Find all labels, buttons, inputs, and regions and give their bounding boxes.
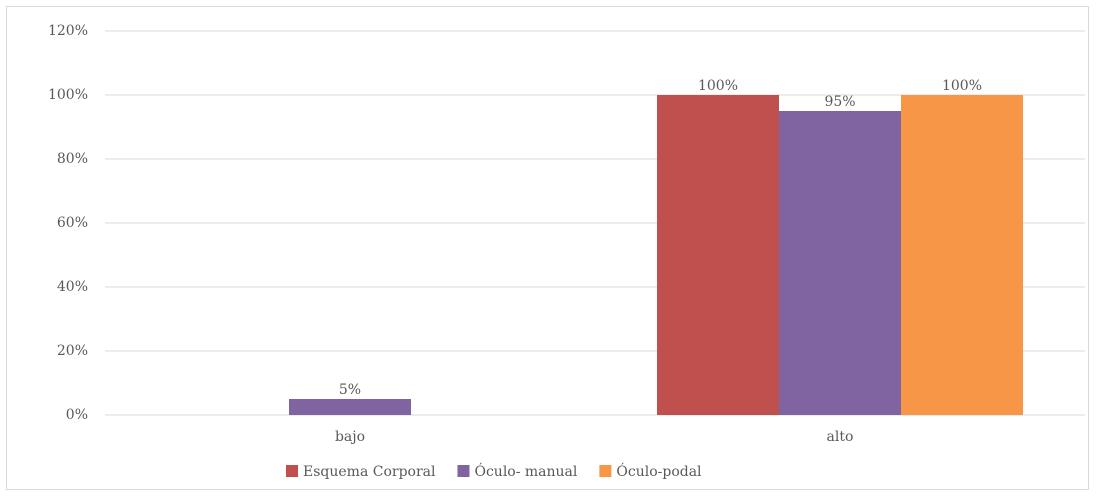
y-tick-label: 100% (48, 87, 88, 103)
legend-label: Esquema Corporal (303, 464, 436, 480)
y-tick-label: 120% (48, 23, 88, 39)
x-tick-label: bajo (335, 429, 365, 445)
data-label: 100% (942, 78, 982, 94)
bar (779, 111, 901, 415)
y-tick-label: 40% (57, 279, 88, 295)
legend-label: Óculo-podal (616, 462, 702, 480)
x-tick-label: alto (827, 429, 854, 445)
y-tick-label: 20% (57, 343, 88, 359)
y-tick-label: 0% (66, 407, 88, 423)
legend-swatch (286, 465, 298, 477)
legend-swatch (457, 465, 470, 477)
legend-label: Óculo- manual (474, 462, 577, 480)
bar (657, 95, 779, 415)
bar (901, 95, 1023, 415)
y-tick-label: 60% (57, 215, 88, 231)
data-label: 5% (339, 382, 361, 398)
y-tick-label: 80% (57, 151, 88, 167)
bar (289, 399, 411, 415)
data-label: 100% (698, 78, 738, 94)
legend-swatch (599, 465, 612, 477)
data-label: 95% (824, 94, 855, 110)
